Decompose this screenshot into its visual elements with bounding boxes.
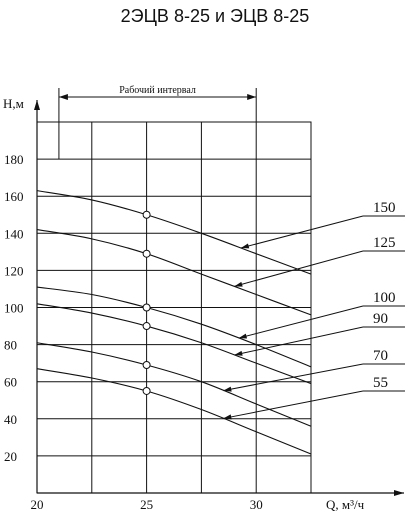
y-tick-label: 40 bbox=[4, 412, 17, 427]
series-label: 150 bbox=[373, 200, 396, 216]
y-axis-arrow bbox=[34, 100, 40, 110]
series-marker bbox=[142, 249, 151, 258]
series-curve bbox=[36, 303, 312, 385]
interval-arrow-left bbox=[58, 94, 68, 100]
series-leader-line bbox=[234, 326, 364, 356]
series-leader-arrow bbox=[240, 243, 250, 249]
series-curve bbox=[36, 229, 312, 316]
y-tick-label: 60 bbox=[4, 375, 17, 390]
series-labels: 150 125 100 90 70 55 bbox=[223, 200, 405, 420]
y-tick-label: 20 bbox=[4, 449, 17, 464]
series-leader-line bbox=[234, 250, 364, 287]
series-leader-arrow bbox=[238, 333, 248, 339]
series-marker bbox=[142, 303, 151, 312]
x-tick-label: 30 bbox=[250, 497, 263, 512]
series-label: 100 bbox=[373, 290, 396, 306]
series-leader-line bbox=[223, 390, 364, 419]
interval-label: Рабочий интервал bbox=[119, 85, 196, 96]
series-leader-arrow bbox=[223, 386, 232, 392]
y-tick-label: 180 bbox=[4, 152, 24, 167]
x-tick-label: 25 bbox=[140, 497, 153, 512]
series-label: 55 bbox=[373, 375, 388, 391]
series-group bbox=[36, 190, 312, 455]
y-tick-label: 160 bbox=[4, 189, 24, 204]
series-leader-line bbox=[240, 215, 364, 249]
y-tick-label: 120 bbox=[4, 263, 24, 278]
x-axis-arrow bbox=[394, 490, 404, 496]
series-leader-line bbox=[238, 305, 364, 339]
chart-title: 2ЭЦВ 8-25 и ЭЦВ 8-25 bbox=[121, 6, 310, 26]
series-leader-line bbox=[223, 363, 364, 392]
series-curve bbox=[36, 368, 312, 455]
axes: 20 40 60 80 100 120 140 160 180 20 25 30 bbox=[4, 100, 404, 512]
y-tick-label: 100 bbox=[4, 301, 24, 316]
series-label: 125 bbox=[373, 235, 396, 251]
grid bbox=[36, 121, 312, 494]
series-marker bbox=[142, 361, 151, 370]
interval-arrow-right bbox=[247, 94, 257, 100]
series-marker bbox=[142, 386, 151, 395]
x-tick-label: 20 bbox=[31, 497, 44, 512]
series-leader-arrow bbox=[223, 414, 232, 420]
series-curve bbox=[36, 286, 312, 368]
series-leader-arrow bbox=[234, 350, 243, 356]
series-marker bbox=[142, 210, 151, 219]
series-curve bbox=[36, 190, 312, 275]
series-label: 70 bbox=[373, 348, 388, 364]
operating-interval: Рабочий интервал bbox=[58, 85, 257, 160]
series-label: 90 bbox=[373, 311, 388, 327]
series-marker bbox=[142, 322, 151, 331]
series-curve bbox=[36, 342, 312, 427]
y-tick-label: 140 bbox=[4, 226, 24, 241]
y-tick-label: 80 bbox=[4, 338, 17, 353]
x-axis-label: Q, м³/ч bbox=[326, 497, 365, 512]
series-leader-arrow bbox=[234, 281, 243, 287]
y-axis-label: Н,м bbox=[3, 96, 24, 111]
